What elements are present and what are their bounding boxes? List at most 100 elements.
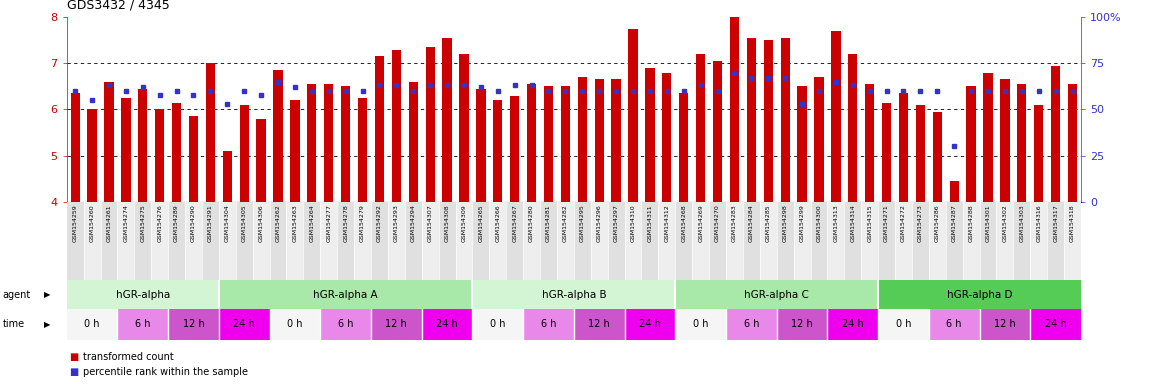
Text: agent: agent: [2, 290, 31, 300]
Bar: [371, 309, 422, 340]
Bar: [899, 93, 909, 202]
Bar: [680, 93, 689, 202]
Bar: [304, 202, 320, 280]
Text: percentile rank within the sample: percentile rank within the sample: [83, 367, 247, 377]
Bar: [269, 309, 320, 340]
Bar: [540, 202, 557, 280]
Bar: [730, 15, 739, 202]
Text: GSM154271: GSM154271: [884, 204, 889, 242]
Bar: [511, 96, 520, 202]
Text: ▶: ▶: [44, 290, 51, 299]
Bar: [324, 84, 333, 202]
Text: 24 h: 24 h: [233, 319, 255, 329]
Text: GSM154289: GSM154289: [174, 204, 179, 242]
Text: GSM154310: GSM154310: [630, 204, 636, 242]
Text: 0 h: 0 h: [693, 319, 708, 329]
Bar: [929, 309, 980, 340]
Bar: [645, 68, 654, 202]
Bar: [455, 202, 473, 280]
Bar: [1034, 105, 1043, 202]
Bar: [1051, 66, 1060, 202]
Bar: [523, 309, 574, 340]
Bar: [138, 89, 147, 202]
Bar: [206, 63, 215, 202]
Text: GSM154301: GSM154301: [986, 204, 990, 242]
Bar: [70, 93, 79, 202]
Bar: [253, 202, 269, 280]
Bar: [172, 103, 182, 202]
Bar: [408, 82, 417, 202]
Bar: [438, 202, 455, 280]
Bar: [828, 309, 879, 340]
Text: GSM154295: GSM154295: [580, 204, 585, 242]
Text: GSM154270: GSM154270: [715, 204, 720, 242]
Bar: [929, 202, 945, 280]
Bar: [879, 202, 895, 280]
Bar: [152, 202, 168, 280]
Text: GSM154316: GSM154316: [1036, 204, 1041, 242]
Bar: [696, 54, 705, 202]
Text: GSM154281: GSM154281: [546, 204, 551, 242]
Bar: [67, 309, 117, 340]
Text: GSM154263: GSM154263: [292, 204, 298, 242]
Bar: [426, 47, 435, 202]
Bar: [473, 309, 523, 340]
Text: 24 h: 24 h: [436, 319, 458, 329]
Bar: [388, 202, 405, 280]
Bar: [726, 202, 743, 280]
Text: GSM154260: GSM154260: [90, 204, 94, 242]
Text: GSM154282: GSM154282: [562, 204, 568, 242]
Bar: [764, 40, 773, 202]
Bar: [915, 105, 925, 202]
Bar: [1030, 202, 1048, 280]
Text: hGR-alpha A: hGR-alpha A: [313, 290, 378, 300]
Bar: [202, 202, 218, 280]
Text: GSM154269: GSM154269: [698, 204, 703, 242]
Bar: [1018, 84, 1027, 202]
Bar: [831, 31, 841, 202]
Bar: [933, 112, 942, 202]
Bar: [506, 202, 523, 280]
Bar: [286, 202, 304, 280]
Bar: [607, 202, 624, 280]
Text: 12 h: 12 h: [589, 319, 611, 329]
Text: 0 h: 0 h: [490, 319, 506, 329]
Bar: [307, 84, 316, 202]
Bar: [523, 202, 540, 280]
Text: GSM154277: GSM154277: [327, 204, 331, 242]
Bar: [595, 79, 604, 202]
Bar: [828, 202, 844, 280]
Bar: [443, 38, 452, 202]
Bar: [185, 202, 202, 280]
Bar: [189, 116, 198, 202]
Bar: [473, 202, 489, 280]
Bar: [155, 109, 164, 202]
Bar: [168, 309, 218, 340]
Text: 24 h: 24 h: [1044, 319, 1066, 329]
Bar: [713, 61, 722, 202]
Text: GSM154299: GSM154299: [799, 204, 805, 242]
Text: GSM154293: GSM154293: [393, 204, 399, 242]
Bar: [966, 86, 975, 202]
Bar: [983, 73, 992, 202]
Bar: [105, 82, 114, 202]
Bar: [624, 309, 675, 340]
Text: 24 h: 24 h: [639, 319, 661, 329]
Bar: [811, 202, 828, 280]
Bar: [980, 202, 996, 280]
Text: GSM154318: GSM154318: [1070, 204, 1075, 242]
Bar: [320, 309, 371, 340]
Bar: [710, 202, 726, 280]
Text: GSM154303: GSM154303: [1019, 204, 1025, 242]
Bar: [320, 202, 337, 280]
Text: GSM154302: GSM154302: [1003, 204, 1007, 242]
Text: 6 h: 6 h: [338, 319, 353, 329]
Text: ▶: ▶: [44, 320, 51, 329]
Text: GSM154286: GSM154286: [935, 204, 940, 242]
Text: GSM154265: GSM154265: [478, 204, 483, 242]
Text: GSM154276: GSM154276: [158, 204, 162, 242]
Bar: [473, 280, 675, 309]
Bar: [223, 151, 232, 202]
Bar: [274, 70, 283, 202]
Bar: [612, 79, 621, 202]
